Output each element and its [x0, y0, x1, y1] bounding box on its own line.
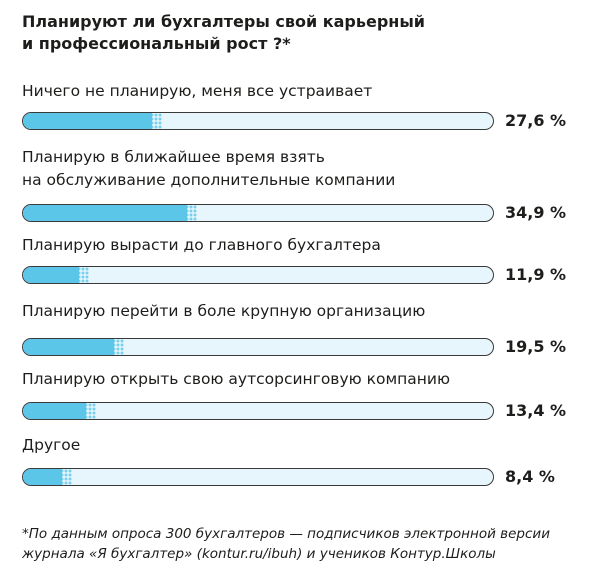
bar-track: [22, 468, 494, 486]
chart-title-line-1: Планируют ли бухгалтеры свой карьерный: [22, 12, 426, 31]
data-label: 34,9 %: [505, 203, 567, 222]
data-label: 8,4 %: [505, 467, 555, 486]
bar-track: [22, 204, 494, 222]
category-label-line: Планирую открыть свою аутсорсинговую ком…: [22, 370, 451, 388]
footnote-line-1: *По данным опроса 300 бухгалтеров — подп…: [22, 526, 550, 542]
category-label-line: Планирую в ближайшее время взять: [22, 148, 325, 166]
data-label: 11,9 %: [505, 265, 567, 284]
bar: [23, 469, 73, 485]
bar: [23, 113, 163, 129]
category-label-line: Планирую перейти в боле крупную организа…: [22, 302, 426, 320]
category-label: Планирую вырасти до главного бухгалтера: [22, 234, 492, 257]
data-label: 19,5 %: [505, 337, 567, 356]
category-label: Планирую в ближайшее время взять на обслу…: [22, 146, 492, 192]
bar: [23, 403, 96, 419]
bar-track: [22, 266, 494, 284]
category-label: Другое: [22, 434, 492, 457]
bar: [23, 205, 197, 221]
chart-title: Планируют ли бухгалтеры свой карьерный и…: [22, 11, 472, 55]
category-label: Планирую открыть свою аутсорсинговую ком…: [22, 368, 492, 391]
footnote-line-2: журнала «Я бухгалтер» (kontur.ru/ibuh) и…: [22, 546, 496, 562]
category-label-line: Ничего не планирую, меня все устраивает: [22, 82, 373, 100]
category-label-line: Планирую вырасти до главного бухгалтера: [22, 236, 381, 254]
data-label: 13,4 %: [505, 401, 567, 420]
bar-track: [22, 338, 494, 356]
category-label: Планирую перейти в боле крупную организа…: [22, 300, 492, 323]
bar: [23, 267, 89, 283]
chart-title-line-2: и профессиональный рост ?*: [22, 34, 291, 53]
bar-track: [22, 402, 494, 420]
footnote: *По данным опроса 300 бухгалтеров — подп…: [22, 524, 582, 564]
data-label: 27,6 %: [505, 111, 567, 130]
bar-track: [22, 112, 494, 130]
category-label-line: на обслуживание дополнительные компании: [22, 171, 396, 189]
bar: [23, 339, 125, 355]
category-label: Ничего не планирую, меня все устраивает: [22, 80, 492, 103]
category-label-line: Другое: [22, 436, 81, 454]
